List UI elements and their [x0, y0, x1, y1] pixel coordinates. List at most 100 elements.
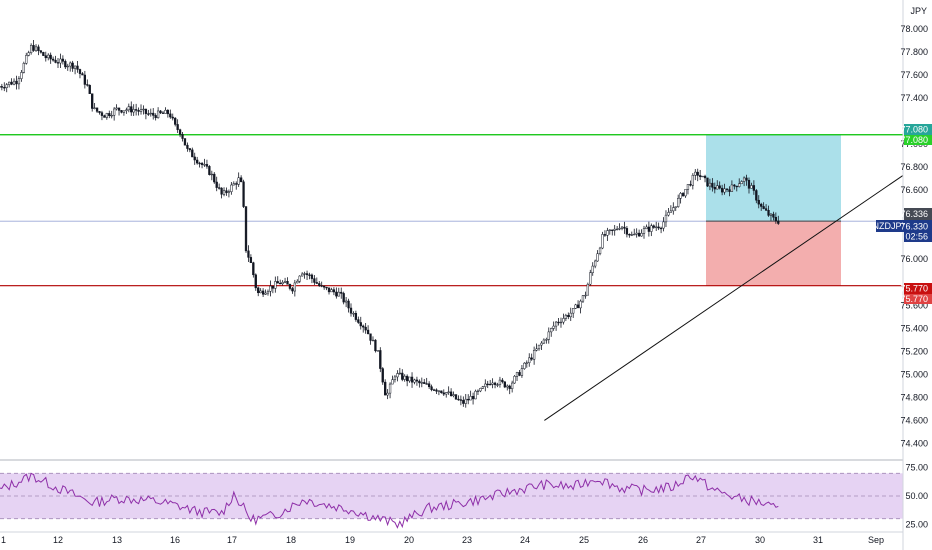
candle-body	[633, 233, 636, 236]
candle-body	[66, 65, 69, 68]
symbol-last-price-tag[interactable]: NZDJPY 76.330 02:56	[872, 220, 932, 242]
symbol-label: NZDJPY	[872, 221, 907, 231]
rsi-line	[0, 472, 779, 529]
time-tick-label: 12	[53, 535, 63, 545]
candle-body	[178, 129, 182, 135]
candle-body	[425, 383, 428, 385]
candle-body	[369, 333, 372, 341]
take-profit-tag[interactable]: 77.080 77.080	[900, 124, 932, 145]
rsi-tick-label: 75.00	[905, 463, 928, 473]
candle-body	[103, 115, 106, 118]
candle-body	[415, 379, 419, 382]
candle-body	[716, 185, 719, 190]
candle-body	[274, 281, 277, 289]
candle-body	[147, 113, 150, 115]
candle-body	[757, 199, 760, 205]
price-tick-label: 77.800	[900, 47, 928, 57]
candle-body	[261, 290, 265, 295]
candle-body	[183, 138, 187, 146]
time-tick-label: 27	[696, 535, 706, 545]
candle-body	[37, 46, 40, 51]
time-tick-label: 18	[286, 535, 296, 545]
candle-body	[264, 292, 267, 295]
candle-body	[445, 392, 448, 395]
rsi-pane[interactable]	[0, 459, 903, 529]
candle-body	[242, 181, 245, 207]
candle-body	[3, 87, 6, 89]
candle-body	[625, 228, 629, 235]
candle-body	[615, 228, 619, 231]
candle-body	[64, 61, 67, 68]
candle-body	[532, 350, 536, 360]
candle-body	[406, 375, 409, 382]
candle-body	[762, 206, 765, 209]
candle-body	[71, 62, 74, 69]
candle-body	[730, 184, 734, 192]
stop-loss-tag[interactable]: 75.770 75.770	[900, 283, 932, 304]
candle-body	[127, 106, 130, 111]
candle-body	[525, 362, 528, 364]
candle-body	[576, 304, 580, 309]
candle-body	[332, 289, 336, 293]
candle-body	[115, 107, 118, 110]
candle-body	[552, 325, 555, 329]
candle-body	[39, 50, 43, 53]
candle-body	[608, 229, 611, 231]
time-tick-label: 26	[638, 535, 648, 545]
candle-body	[420, 382, 423, 384]
time-tick-label: 20	[404, 535, 414, 545]
candle-body	[774, 216, 778, 222]
candle-body	[557, 321, 560, 324]
candle-body	[130, 106, 133, 113]
candle-body	[689, 184, 692, 186]
current-price-tag-box	[904, 208, 932, 220]
take-profit-tag-box	[904, 124, 932, 135]
candle-body	[523, 362, 526, 369]
current-price-tag[interactable]: 76.336	[900, 208, 932, 220]
candle-body	[171, 116, 174, 119]
price-trendline[interactable]	[544, 92, 932, 421]
candle-body	[554, 321, 558, 327]
rsi-tick-label: 25.00	[905, 519, 928, 529]
candle-body	[5, 84, 8, 88]
candle-body	[249, 257, 253, 263]
candle-body	[347, 300, 350, 309]
candle-body	[418, 380, 421, 384]
candle-body	[603, 234, 607, 236]
candle-body	[325, 286, 328, 289]
candle-body	[545, 339, 548, 341]
candle-body	[388, 383, 392, 394]
candle-body	[528, 357, 531, 364]
candle-body	[122, 110, 126, 113]
candle-body	[611, 229, 614, 231]
price-pane[interactable]	[0, 40, 932, 421]
candle-body	[691, 174, 694, 186]
time-axis[interactable]: 1 12 13 16 17 18 19 20 23 24 25 26 27 30 31 Sep	[1, 535, 884, 545]
candle-body	[703, 175, 707, 179]
candle-body	[606, 230, 609, 236]
candle-body	[149, 112, 152, 115]
candle-body	[117, 107, 121, 111]
rsi-scale[interactable]: 75.00 50.00 25.00	[905, 463, 928, 530]
candle-body	[113, 108, 116, 116]
price-tick-label: 75.000	[900, 369, 928, 379]
time-tick-label: 24	[520, 535, 530, 545]
last-price-tag-label: 76.330	[900, 222, 928, 232]
candle-body	[144, 108, 148, 114]
stop-loss-tag-label-2: 75.770	[900, 294, 928, 304]
candle-body	[215, 181, 218, 188]
candle-body	[423, 382, 426, 384]
candle-body	[718, 185, 721, 189]
candle-body	[467, 398, 470, 401]
candle-body	[22, 63, 25, 73]
candle-body	[310, 274, 314, 279]
candle-body	[650, 225, 653, 232]
candle-body	[91, 93, 94, 109]
candle-body	[503, 381, 506, 388]
candle-body	[208, 166, 211, 175]
candle-body	[747, 179, 751, 189]
candle-body	[291, 288, 294, 292]
candle-body	[95, 107, 99, 112]
time-tick-label: 23	[462, 535, 472, 545]
